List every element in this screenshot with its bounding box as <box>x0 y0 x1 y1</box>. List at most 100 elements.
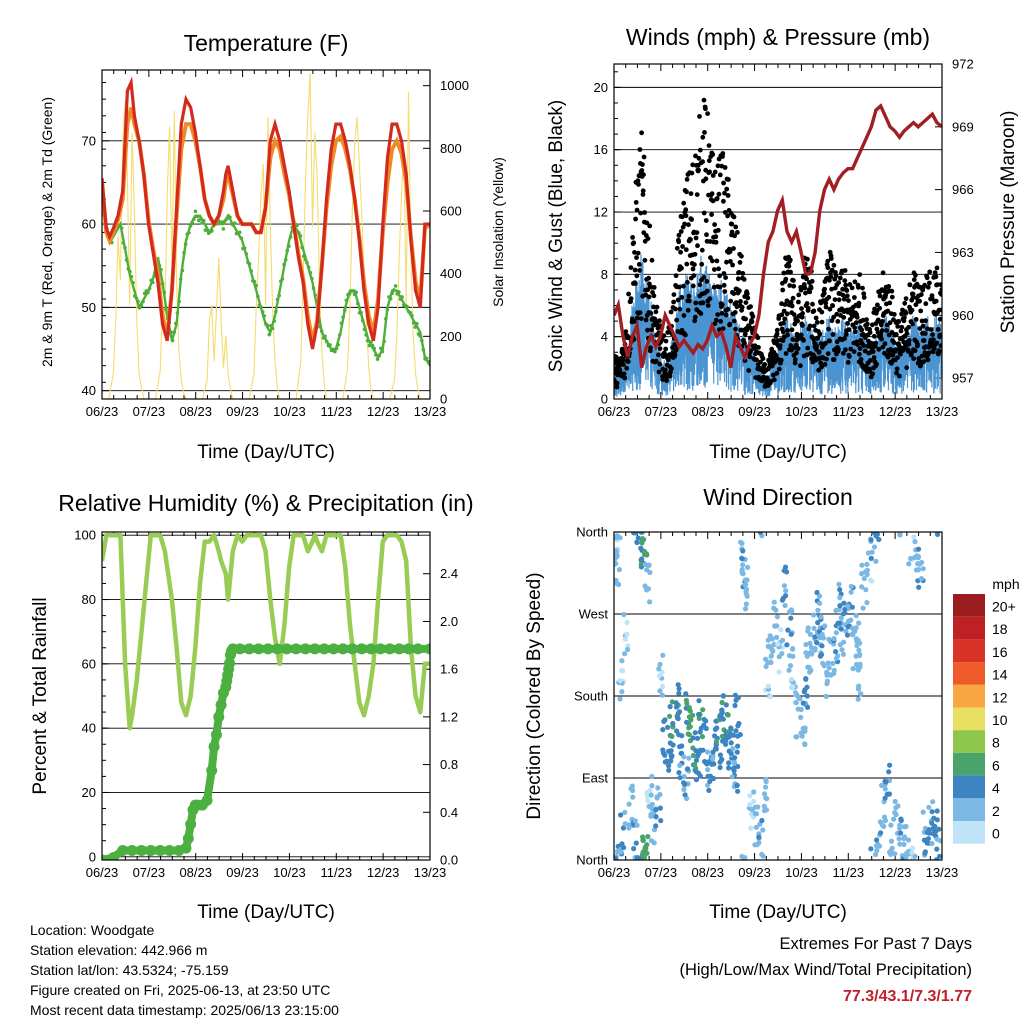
direction-point <box>893 811 899 818</box>
direction-point <box>912 539 918 545</box>
gust-point <box>731 318 737 324</box>
gust-point <box>695 243 700 249</box>
direction-point <box>848 583 854 590</box>
direction-point <box>631 532 637 536</box>
direction-point <box>657 688 663 694</box>
gust-point <box>791 278 796 283</box>
dewpoint-point <box>160 281 165 286</box>
direction-point <box>732 755 738 761</box>
gust-point <box>795 346 801 351</box>
gust-point <box>814 320 820 325</box>
direction-point <box>934 808 940 814</box>
gust-point <box>694 192 700 198</box>
direction-point <box>897 822 903 828</box>
direction-point <box>628 786 634 792</box>
direction-point <box>694 735 701 741</box>
direction-point <box>839 647 845 653</box>
gust-point <box>683 207 689 213</box>
direction-point <box>882 795 888 801</box>
direction-point <box>790 653 796 659</box>
gust-point <box>880 318 885 324</box>
direction-point <box>659 692 665 698</box>
gust-point <box>871 333 877 339</box>
precip-point <box>107 852 119 860</box>
dewpoint-point <box>374 353 378 357</box>
gust-point <box>918 292 924 297</box>
gust-point <box>748 304 753 309</box>
gust-point <box>637 268 642 273</box>
dewpoint-point <box>405 304 409 309</box>
gust-point <box>911 356 917 361</box>
direction-point <box>707 773 714 779</box>
gust-point <box>678 249 683 255</box>
gust-point <box>653 309 659 315</box>
gust-point <box>729 229 735 235</box>
gust-point <box>690 266 696 272</box>
dewpoint-point <box>295 223 299 227</box>
direction-point <box>909 850 915 856</box>
gust-point <box>852 295 857 300</box>
gust-point <box>634 255 639 260</box>
gust-point <box>858 357 864 362</box>
precip-y-ticks: 0.0 0.4 0.8 1.2 1.6 2.0 2.4 <box>423 566 458 868</box>
gust-point <box>634 315 640 321</box>
direction-point <box>686 705 692 711</box>
direction-point <box>657 805 664 811</box>
gust-point <box>814 343 820 349</box>
precip-point <box>253 643 265 655</box>
dewpoint-point <box>424 356 429 361</box>
direction-point <box>803 650 809 656</box>
gust-point <box>732 233 737 239</box>
x-tick-label: 13/23 <box>414 404 447 419</box>
precip-point <box>117 844 129 856</box>
direction-point <box>824 669 830 676</box>
direction-point <box>811 625 817 632</box>
direction-point <box>658 818 664 824</box>
direction-point <box>856 683 862 689</box>
gust-point <box>870 371 876 377</box>
gust-point <box>750 314 756 319</box>
precip-point <box>393 643 405 655</box>
solar-ylabel: Solar Insolation (Yellow) <box>490 157 506 307</box>
direction-point <box>742 577 749 583</box>
direction-point <box>897 841 903 847</box>
gust-point <box>736 270 742 275</box>
temperature-plot <box>101 69 431 400</box>
gust-point <box>844 288 850 293</box>
gust-point <box>910 295 916 301</box>
direction-point <box>723 702 729 708</box>
gust-point <box>826 326 831 332</box>
gust-point <box>713 317 719 323</box>
y-tick-label: 40 <box>82 383 96 398</box>
gust-point <box>621 371 627 377</box>
dewpoint-point <box>146 290 150 295</box>
direction-point <box>840 651 847 657</box>
direction-point <box>769 636 776 642</box>
gust-point <box>784 311 790 317</box>
direction-point <box>635 856 641 860</box>
gust-point <box>739 304 745 310</box>
gust-point <box>710 152 716 157</box>
direction-point <box>683 691 689 697</box>
gust-point <box>831 262 837 268</box>
gust-point <box>719 302 725 308</box>
direction-point <box>837 603 843 609</box>
gust-point <box>645 236 651 242</box>
direction-point <box>815 607 821 613</box>
gust-point <box>819 319 825 325</box>
direction-point <box>873 851 879 858</box>
precip-point <box>281 643 293 655</box>
gust-point <box>668 309 674 315</box>
precip-point <box>290 643 302 655</box>
gust-point <box>879 336 884 342</box>
dewpoint-point <box>287 244 291 248</box>
dewpoint-point <box>139 303 144 308</box>
y-tick-label: 20 <box>82 785 96 800</box>
direction-point <box>778 627 784 633</box>
direction-point <box>693 769 699 775</box>
direction-point <box>779 597 786 603</box>
gust-point <box>637 310 643 315</box>
direction-point <box>798 706 804 713</box>
direction-point <box>920 809 926 815</box>
direction-point <box>681 773 687 780</box>
